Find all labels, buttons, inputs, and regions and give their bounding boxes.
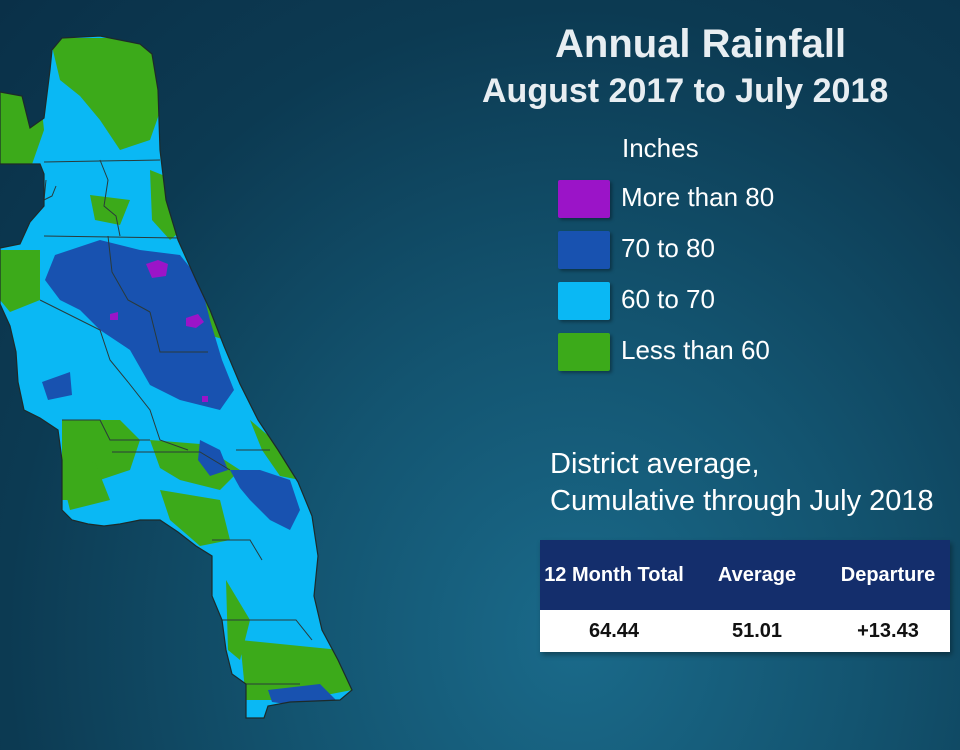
legend-swatch	[558, 180, 610, 218]
table-row: 64.44 51.01 +13.43	[540, 610, 950, 652]
header-average: Average	[688, 540, 826, 610]
rainfall-zone-more-than-80	[110, 260, 208, 402]
rainfall-map	[0, 35, 353, 719]
value-12-month-total: 64.44	[540, 610, 688, 652]
table-header-row: 12 Month Total Average Departure	[540, 540, 950, 610]
value-departure: +13.43	[826, 610, 950, 652]
district-average-heading-line1: District average,	[550, 448, 760, 480]
legend-label: More than 80	[621, 182, 775, 212]
rainfall-zone-60-70	[0, 36, 352, 718]
district-average-heading-line2: Cumulative through July 2018	[550, 485, 934, 517]
value-average: 51.01	[688, 610, 826, 652]
county-boundaries	[39, 159, 313, 685]
rainfall-stats-table: 12 Month Total Average Departure 64.44 5…	[540, 540, 950, 652]
map-subtitle: August 2017 to July 2018	[482, 72, 889, 110]
legend-swatch	[558, 231, 610, 269]
rainfall-zone-70-80	[42, 240, 338, 706]
legend-swatch	[558, 282, 610, 320]
map-title: Annual Rainfall	[555, 22, 847, 66]
district-average-heading: District average, Cumulative through Jul…	[550, 446, 934, 520]
legend-label: Less than 60	[621, 335, 770, 365]
legend-label: 70 to 80	[621, 233, 715, 263]
legend-label: 60 to 70	[621, 284, 715, 314]
header-12-month-total: 12 Month Total	[540, 540, 688, 610]
rainfall-zone-less-than-60	[0, 38, 352, 700]
legend-swatch	[558, 333, 610, 371]
legend-title: Inches	[622, 133, 699, 163]
header-departure: Departure	[826, 540, 950, 610]
